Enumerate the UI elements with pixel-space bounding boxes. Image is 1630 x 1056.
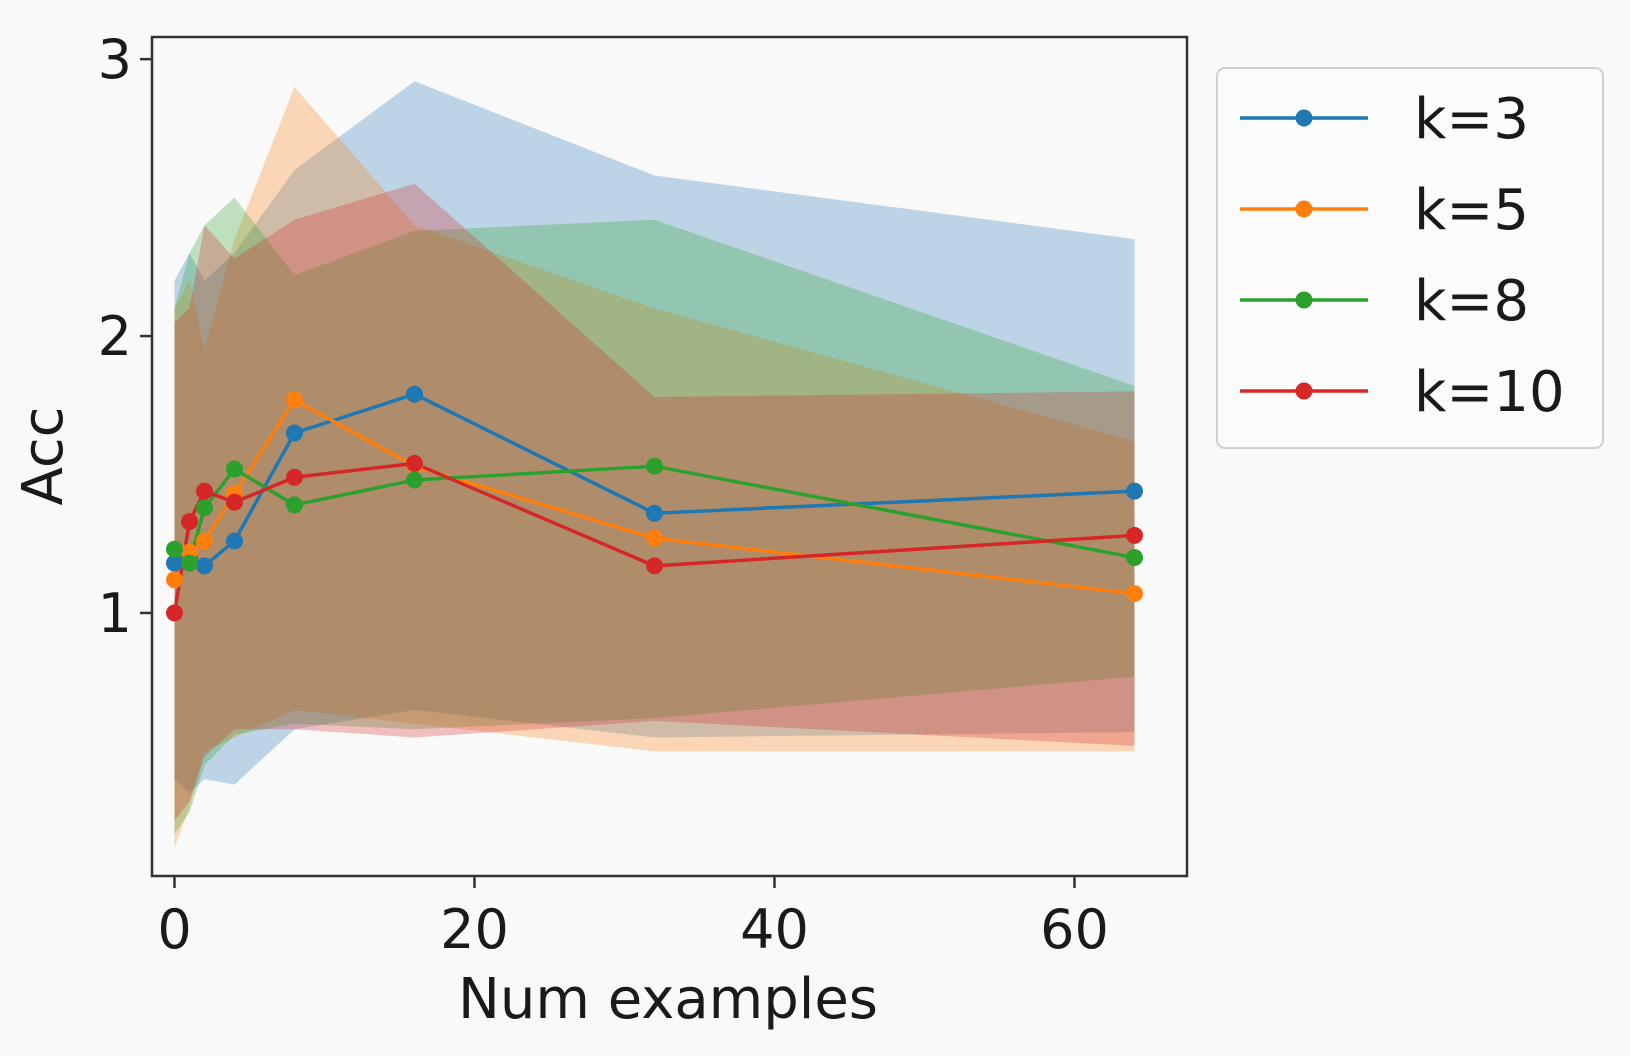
y-axis-label: Acc xyxy=(11,407,76,506)
point-k5-2 xyxy=(196,532,213,550)
point-k10-6 xyxy=(646,557,663,575)
y-tick-label: 3 xyxy=(98,28,132,91)
band-k10 xyxy=(174,183,1135,821)
point-k10-5 xyxy=(406,454,423,472)
legend-label: k=5 xyxy=(1414,178,1529,243)
point-k10-3 xyxy=(226,493,243,511)
legend-swatch-marker xyxy=(1295,382,1313,400)
point-k8-7 xyxy=(1126,549,1143,567)
point-k8-0 xyxy=(166,540,183,558)
x-axis-ticks: 0 20 40 60 xyxy=(157,876,1109,961)
x-tick-label: 60 xyxy=(1040,898,1109,961)
legend-swatch-marker xyxy=(1295,109,1313,127)
band-k3 xyxy=(174,81,1135,793)
legend-swatch-marker xyxy=(1295,200,1313,218)
point-k3-7 xyxy=(1126,482,1143,500)
point-k8-6 xyxy=(646,457,663,475)
y-tick-label: 2 xyxy=(98,305,132,368)
series-points xyxy=(166,385,1143,622)
point-k3-2 xyxy=(196,557,213,575)
point-k10-4 xyxy=(286,468,303,486)
point-k3-4 xyxy=(286,424,303,442)
point-k8-3 xyxy=(226,460,243,478)
point-k8-1 xyxy=(181,554,198,572)
x-axis-label: Num examples xyxy=(458,967,878,1032)
legend-label: k=10 xyxy=(1414,360,1565,425)
point-k5-6 xyxy=(646,529,663,547)
x-tick-label: 40 xyxy=(740,898,809,961)
y-axis-ticks: 1 2 3 xyxy=(98,28,152,645)
point-k5-4 xyxy=(286,391,303,409)
x-tick-label: 0 xyxy=(157,898,191,961)
point-k10-2 xyxy=(196,482,213,500)
legend-swatch-marker xyxy=(1295,291,1313,309)
legend-box xyxy=(1216,67,1604,449)
point-k3-0 xyxy=(166,554,183,572)
point-k10-7 xyxy=(1126,526,1143,544)
point-k10-0 xyxy=(166,604,183,622)
point-k8-5 xyxy=(406,471,423,489)
point-k3-5 xyxy=(406,385,423,403)
legend-label: k=8 xyxy=(1414,269,1529,334)
y-tick-label: 1 xyxy=(98,582,132,645)
point-k10-1 xyxy=(181,513,198,531)
point-k5-0 xyxy=(166,571,183,589)
legend-label: k=3 xyxy=(1414,87,1529,152)
x-tick-label: 20 xyxy=(440,898,509,961)
point-k3-3 xyxy=(226,532,243,550)
point-k5-7 xyxy=(1126,585,1143,603)
legend: k=3 k=5 k=8 k=10 xyxy=(1216,67,1604,449)
point-k8-4 xyxy=(286,496,303,514)
point-k8-2 xyxy=(196,499,213,517)
point-k3-6 xyxy=(646,504,663,522)
plot-frame xyxy=(150,35,1189,878)
